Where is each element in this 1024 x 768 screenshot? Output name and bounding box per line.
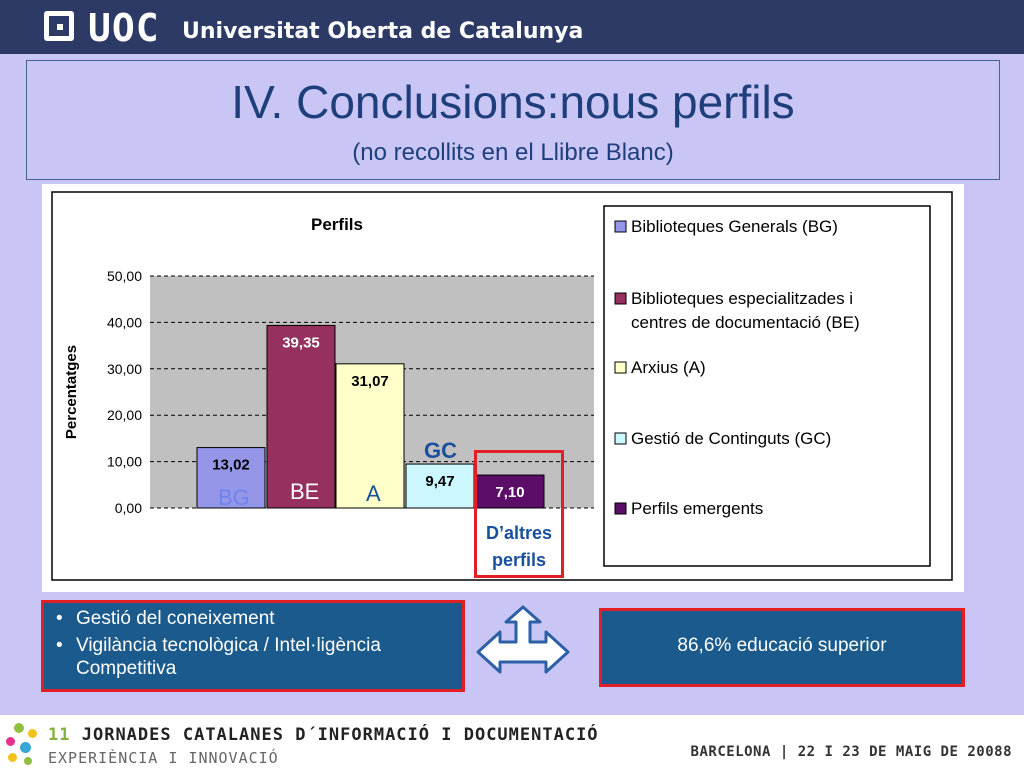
place-date: BARCELONA | 22 I 23 DE MAIG DE 20088: [691, 744, 1012, 760]
legend-label: Biblioteques Generals (BG): [631, 217, 838, 236]
knowledge-list: Gestió del coneixement Vigilància tecnol…: [44, 607, 462, 680]
slide-subtitle: (no recollits en el Llibre Blanc): [352, 139, 674, 166]
chart-frame: 0,00 10,00 20,00 30,00 40,00 50,00 Perfils Perc…: [42, 184, 964, 592]
legend-swatch: [614, 432, 627, 445]
logo-dot-icon: [8, 753, 17, 762]
event-tagline: EXPERIÈNCIA I INNOVACIÓ: [48, 749, 279, 767]
footer: 11 JORNADES CATALANES D´INFORMACIÓ I DOC…: [0, 715, 1024, 768]
logo-dot-icon: [14, 723, 24, 733]
other-profiles-line2: perfils: [491, 550, 547, 570]
logo-dot-icon: [6, 737, 15, 746]
other-profiles-label: D’altres perfils: [474, 520, 564, 574]
legend-label: Arxius (A): [631, 358, 706, 377]
edition-number: 11: [48, 725, 71, 745]
legend-swatch: [614, 292, 627, 305]
legend-swatch: [614, 361, 627, 374]
bar-chart: 0,00 10,00 20,00 30,00 40,00 50,00 Perfils Perc…: [51, 191, 953, 581]
chart-title: Perfils: [311, 215, 363, 234]
y-tick-label: 40,00: [107, 314, 142, 330]
header-bar: UOC Universitat Oberta de Catalunya: [0, 0, 1024, 54]
page-number: 8: [1003, 744, 1012, 760]
bar-1: [266, 324, 336, 509]
bar-3: [405, 463, 475, 509]
legend-swatch: [614, 220, 627, 233]
y-tick-label: 10,00: [107, 454, 142, 470]
legend-label: centres de documentació (BE): [631, 313, 860, 332]
slide-title: IV. Conclusions:nous perfils: [231, 76, 795, 128]
legend-label: Perfils emergents: [631, 499, 763, 518]
y-axis-label: Percentatges: [63, 345, 80, 439]
title-box: IV. Conclusions:nous perfils (no recolli…: [26, 60, 1000, 180]
legend-box: [603, 205, 931, 567]
y-tick-label: 20,00: [107, 407, 142, 423]
legend-label: Biblioteques especialitzades i: [631, 289, 853, 308]
bar-4: [475, 474, 545, 509]
education-box: 86,6% educació superior: [599, 608, 965, 687]
y-tick-label: 0,00: [115, 500, 142, 516]
bar-value-label: 39,35: [282, 334, 320, 351]
bar-value-label: 9,47: [425, 473, 454, 490]
education-text: 86,6% educació superior: [677, 635, 887, 656]
event-name: JORNADES CATALANES D´INFORMACIÓ I DOCUME…: [81, 725, 599, 745]
other-profiles-highlight: [474, 450, 564, 578]
y-tick-label: 50,00: [107, 268, 142, 284]
bar-value-label: 7,10: [495, 484, 524, 501]
bar-2: [335, 363, 405, 509]
y-tick-label: 30,00: [107, 361, 142, 377]
legend-swatch: [614, 502, 627, 515]
annotation-a: A: [366, 481, 381, 506]
other-profiles-line1: D’altres: [485, 523, 553, 543]
double-arrow-icon: [476, 605, 570, 674]
logo-dot-icon: [28, 729, 37, 738]
bar-value-label: 13,02: [212, 457, 250, 474]
uoc-logo-icon: [44, 11, 74, 41]
annotation-gc: GC: [424, 438, 457, 463]
uoc-logo-text: UOC: [88, 6, 160, 50]
place-date-text: BARCELONA | 22 I 23 DE MAIG DE 2008: [690, 744, 1004, 760]
university-name: Universitat Oberta de Catalunya: [182, 19, 584, 44]
bar-0: [196, 447, 266, 509]
event-title: 11 JORNADES CATALANES D´INFORMACIÓ I DOC…: [48, 725, 599, 745]
bar-value-label: 31,07: [351, 373, 389, 390]
knowledge-box: Gestió del coneixement Vigilància tecnol…: [41, 600, 465, 692]
logo-dot-icon: [24, 757, 32, 765]
knowledge-item: Vigilància tecnològica / Intel·ligència …: [44, 634, 462, 680]
logo-dot-icon: [20, 742, 31, 753]
knowledge-item: Gestió del coneixement: [44, 607, 462, 630]
legend-label: Gestió de Continguts (GC): [631, 429, 831, 448]
annotation-be: BE: [290, 479, 320, 504]
annotation-bg: BG: [218, 485, 250, 510]
